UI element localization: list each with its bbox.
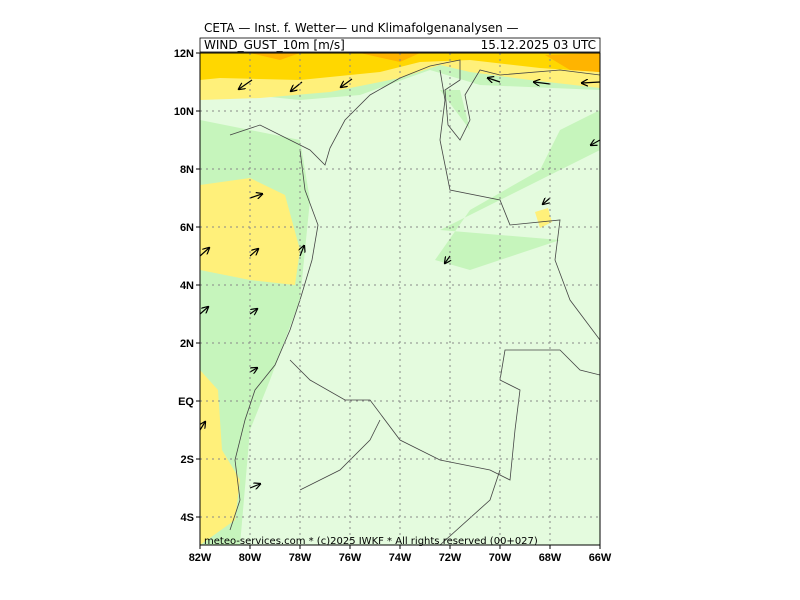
field-orange: [250, 53, 600, 72]
lon-label: 80W: [239, 552, 262, 564]
lat-label: 6N: [180, 222, 194, 234]
lat-label: 10N: [174, 106, 194, 118]
map-frame: [199, 52, 601, 546]
lon-label: 82W: [189, 552, 212, 564]
coastline: [229, 59, 600, 166]
graticule: [196, 52, 601, 549]
lat-label: 2S: [181, 454, 194, 466]
lat-label: 4N: [180, 280, 194, 292]
lat-label: EQ: [178, 396, 194, 408]
lat-label: 4S: [181, 512, 194, 524]
header-box: [199, 37, 601, 53]
coastline: [229, 149, 319, 531]
lat-label: 8N: [180, 164, 194, 176]
lon-label: 66W: [589, 552, 612, 564]
lon-label: 76W: [339, 552, 362, 564]
valid-time: 15.12.2025 03 UTC: [481, 38, 596, 52]
border: [289, 69, 600, 545]
lat-label: 2N: [180, 338, 194, 350]
lon-label: 72W: [439, 552, 462, 564]
title: CETA — Inst. f. Wetter— und Klimafolgena…: [204, 21, 519, 35]
footer: meteo-services.com * (c)2025 IWKF * All …: [204, 536, 538, 547]
variable: WIND_GUST_10m [m/s]: [204, 38, 345, 52]
lat-label: 12N: [174, 48, 194, 60]
lon-label: 70W: [489, 552, 512, 564]
lon-label: 74W: [389, 552, 412, 564]
lon-label: 78W: [289, 552, 312, 564]
field-medium: [200, 53, 600, 545]
lon-label: 68W: [539, 552, 562, 564]
